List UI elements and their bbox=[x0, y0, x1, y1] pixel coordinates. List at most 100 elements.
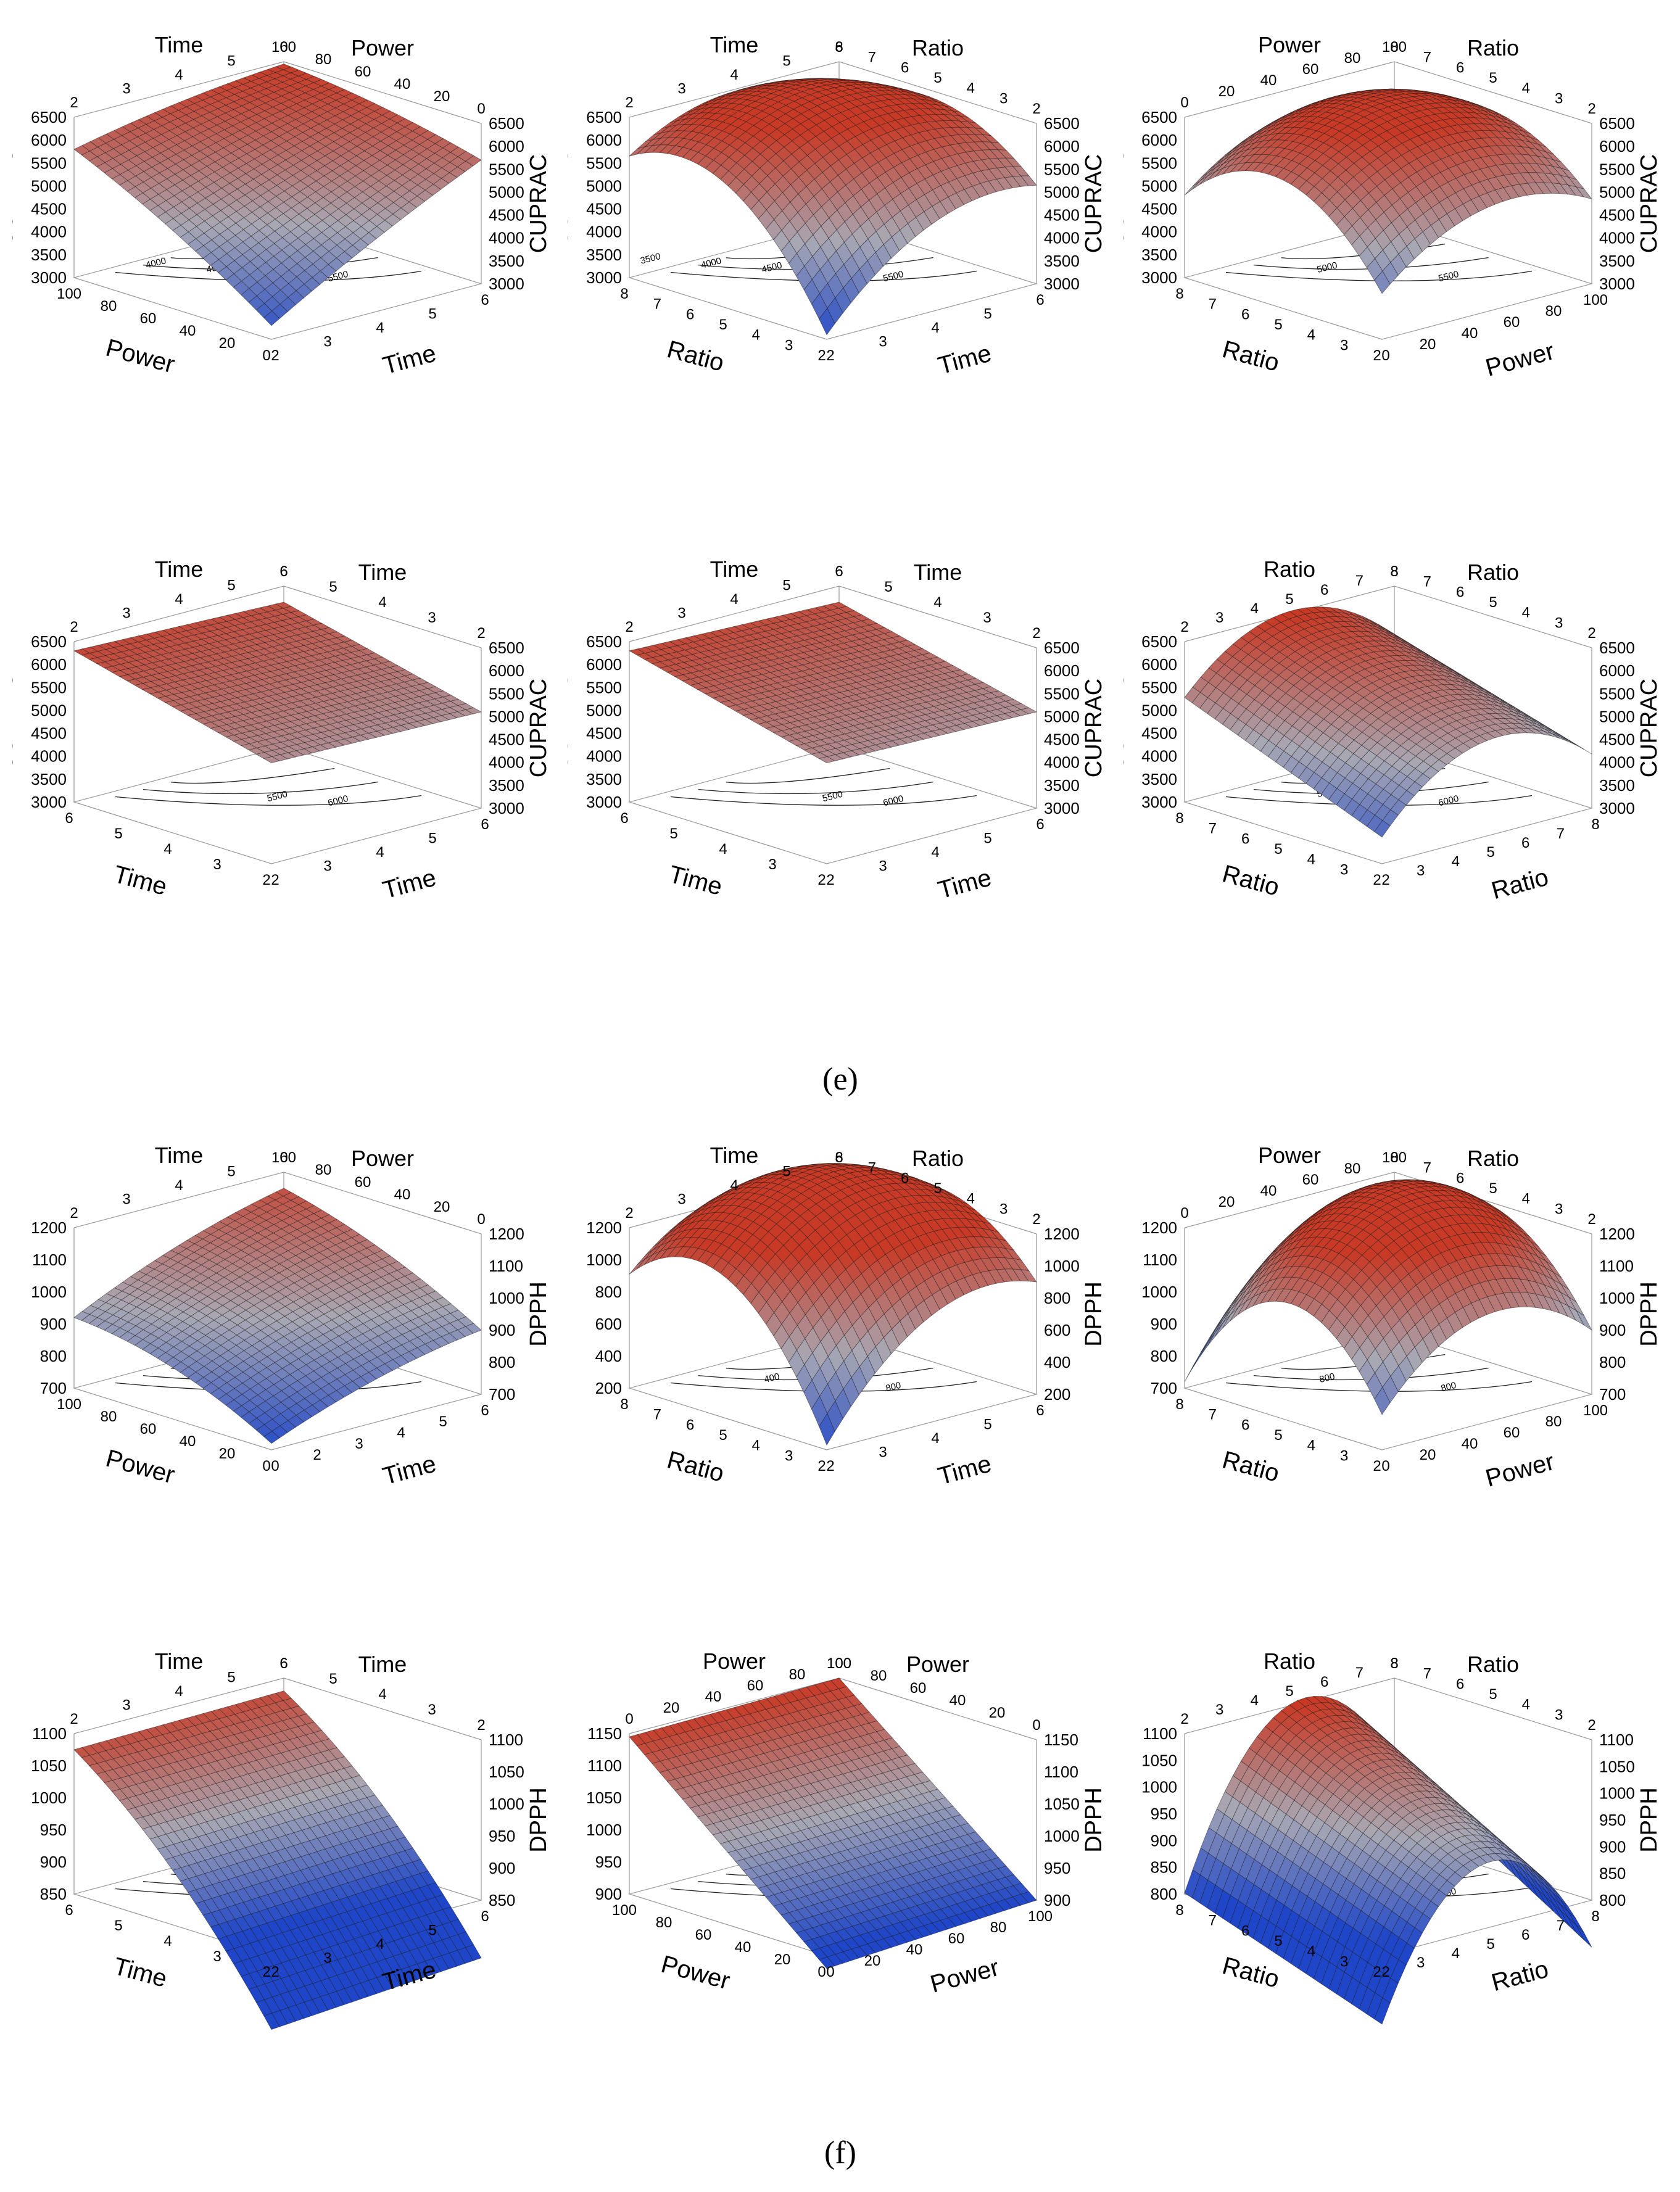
z-tick-label-left: 6000 bbox=[31, 131, 67, 149]
y-tick-label: 20 bbox=[1420, 336, 1436, 353]
x-tick-label: 60 bbox=[140, 310, 157, 327]
surface-e3 bbox=[1184, 88, 1593, 294]
z-tick-label-left: 4500 bbox=[1141, 200, 1177, 218]
z-tick-label-left: 6000 bbox=[1141, 655, 1177, 674]
top-left-tick-label: 6 bbox=[1320, 582, 1328, 598]
top-left-axis-label: Time bbox=[710, 32, 759, 57]
x-tick-label: 6 bbox=[1241, 830, 1249, 847]
z-tick-label-left: 6500 bbox=[586, 632, 622, 651]
top-left-tick-label: 4 bbox=[1251, 600, 1259, 617]
z-tick-label-right: 6500 bbox=[489, 114, 524, 133]
z-tick-label-left: 6500 bbox=[586, 108, 622, 126]
top-right-edge bbox=[1394, 61, 1592, 124]
z-tick-label-left: 6000 bbox=[586, 131, 622, 149]
z-axis-label-right: CUPRAC bbox=[526, 154, 552, 253]
z-tick-label-right: 5000 bbox=[489, 707, 524, 726]
z-tick-label-left: 3500 bbox=[586, 770, 622, 788]
top-left-tick-label: 6 bbox=[279, 563, 288, 580]
top-left-tick-label: 4 bbox=[175, 591, 183, 608]
x-tick-label: 100 bbox=[57, 286, 81, 302]
z-tick-label-left: 5000 bbox=[31, 176, 67, 195]
z-tick-label-left: 4000 bbox=[1141, 223, 1177, 241]
top-right-axis-label: Ratio bbox=[1467, 35, 1519, 60]
plot-area-f1: 1000900800700700800800900900100010001100… bbox=[12, 1143, 552, 1491]
y-tick-label: 40 bbox=[1462, 325, 1478, 342]
z-tick-label-right: 3000 bbox=[489, 799, 524, 817]
z-tick-label-left: 4500 bbox=[586, 200, 622, 218]
z-tick-label-left: 6500 bbox=[1141, 108, 1177, 126]
top-left-axis-label: Ratio bbox=[1264, 556, 1315, 582]
surface-e1 bbox=[73, 64, 482, 326]
z-tick-label-right: 4000 bbox=[1599, 753, 1635, 772]
x-tick-label: 80 bbox=[101, 298, 117, 315]
x-tick-label: 3 bbox=[213, 856, 221, 873]
x-axis-label: Ratio bbox=[1220, 336, 1283, 377]
y-tick-label: 4 bbox=[931, 320, 939, 336]
z-tick-label-left: 4500 bbox=[31, 200, 67, 218]
z-tick-label-right: 3000 bbox=[1599, 799, 1635, 817]
x-tick-label: 3 bbox=[1340, 337, 1348, 354]
x-tick-label: 3 bbox=[768, 856, 776, 873]
contour-label: 6000 bbox=[327, 793, 349, 809]
top-left-axis-label: Time bbox=[155, 556, 204, 582]
top-right-tick-label: 3 bbox=[1555, 90, 1563, 107]
y-tick-label: 3 bbox=[1417, 862, 1425, 879]
y-axis-label: Time bbox=[380, 339, 439, 379]
top-right-tick-label: 4 bbox=[933, 594, 941, 611]
top-left-edge bbox=[629, 61, 840, 118]
top-left-tick-label: 80 bbox=[1344, 50, 1361, 67]
z-tick-label-right: 4500 bbox=[489, 730, 524, 749]
surface-cell bbox=[1192, 175, 1208, 190]
top-right-tick-label: 2 bbox=[1587, 625, 1595, 642]
top-right-tick-label: 3 bbox=[1555, 614, 1563, 631]
contour-label: 5500 bbox=[1438, 269, 1460, 284]
chart-e1: 5500500045004000300030003500350040004000… bbox=[12, 32, 552, 380]
surface-cell bbox=[1374, 820, 1391, 838]
x-tick-label: 7 bbox=[1209, 296, 1217, 313]
z-tick-label-right: 5000 bbox=[489, 183, 524, 201]
z-axis-label-right: CUPRAC bbox=[1081, 154, 1107, 253]
z-tick-label-left: 6500 bbox=[31, 632, 67, 651]
y-tick-label: 3 bbox=[323, 334, 331, 350]
x-tick-label: 40 bbox=[180, 323, 196, 339]
z-axis-label-left: CUPRAC bbox=[1123, 148, 1128, 247]
top-right-tick-label: 4 bbox=[1522, 605, 1530, 621]
x-tick-label: 5 bbox=[1274, 316, 1282, 333]
top-right-tick-label: 2 bbox=[1587, 101, 1595, 117]
contour-line bbox=[143, 781, 378, 795]
x-axis-label: Time bbox=[666, 861, 725, 901]
z-tick-label-right: 4000 bbox=[489, 753, 524, 772]
plot-area-e1: 5500500045004000300030003500350040004000… bbox=[12, 32, 552, 380]
y-tick-label: 2 bbox=[271, 872, 279, 888]
x-tick-label: 8 bbox=[1175, 286, 1183, 302]
top-right-tick-label: 6 bbox=[279, 563, 288, 580]
z-tick-label-right: 4000 bbox=[489, 229, 524, 247]
top-right-edge bbox=[838, 585, 1037, 648]
x-tick-label: 5 bbox=[669, 825, 677, 842]
top-right-tick-label: 5 bbox=[884, 579, 892, 595]
z-tick-label-left: 5000 bbox=[586, 176, 622, 195]
z-tick-label-left: 4500 bbox=[31, 724, 67, 743]
surface-f1 bbox=[73, 1188, 482, 1444]
z-tick-label-right: 3000 bbox=[1044, 275, 1080, 293]
x-tick-label: 6 bbox=[1241, 306, 1249, 323]
contour-line bbox=[115, 795, 422, 806]
z-tick-label-left: 5000 bbox=[1141, 701, 1177, 719]
top-right-tick-label: 4 bbox=[1522, 80, 1530, 97]
top-right-tick-label: 6 bbox=[901, 59, 909, 76]
z-tick-label-left: 5500 bbox=[31, 678, 67, 697]
x-tick-label: 0 bbox=[262, 347, 270, 364]
z-tick-label-right: 5500 bbox=[489, 684, 524, 703]
y-tick-label: 2 bbox=[1381, 872, 1389, 888]
surface-cell bbox=[1374, 270, 1391, 294]
surface-e4 bbox=[73, 602, 482, 764]
top-right-tick-label: 5 bbox=[329, 579, 337, 595]
top-right-tick-label: 7 bbox=[868, 49, 876, 66]
x-tick-label: 6 bbox=[620, 810, 628, 827]
z-tick-label-right: 5500 bbox=[1044, 160, 1080, 178]
x-tick-label: 5 bbox=[1274, 841, 1282, 858]
surface-cell bbox=[263, 310, 280, 326]
